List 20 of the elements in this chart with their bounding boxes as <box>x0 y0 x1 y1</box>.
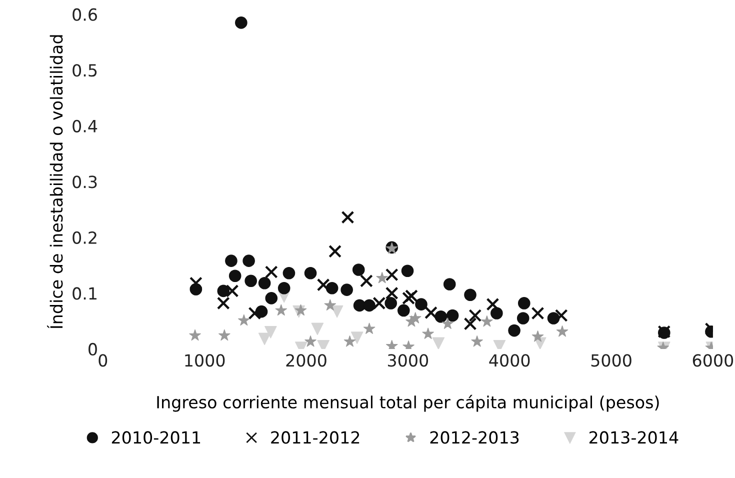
x-tick-label: 4000 <box>489 354 530 367</box>
y-tick-label: 0 <box>88 342 97 356</box>
legend-label: 2010-2011 <box>112 431 200 444</box>
y-tick-label: 0.5 <box>72 64 97 77</box>
x-tick-label: 3000 <box>388 354 428 367</box>
x-tick-label: 1000 <box>185 354 225 367</box>
y-tick-label: 0.1 <box>72 287 96 300</box>
y-tick-label: 0.3 <box>72 176 97 188</box>
y-tick-label: 0.2 <box>72 231 96 244</box>
y-axis-title: Índice de inestabilidad o volatilidad <box>47 35 63 328</box>
x-tick-label: 5000 <box>591 354 632 367</box>
legend-label: 2011-2012 <box>271 431 360 444</box>
x-tick-label: 2000 <box>286 354 326 367</box>
x-tick-label: 0 <box>98 354 108 367</box>
legend-label: 2013-2014 <box>589 431 678 444</box>
y-tick-label: 0.4 <box>72 120 98 132</box>
legend-label: 2012-2013 <box>430 431 519 444</box>
x-axis-title: Ingreso corriente mensual total per cápita municipal (pesos) <box>157 394 659 412</box>
x-tick-label: 6000 <box>692 354 734 367</box>
y-tick-label: 0.6 <box>72 8 97 21</box>
